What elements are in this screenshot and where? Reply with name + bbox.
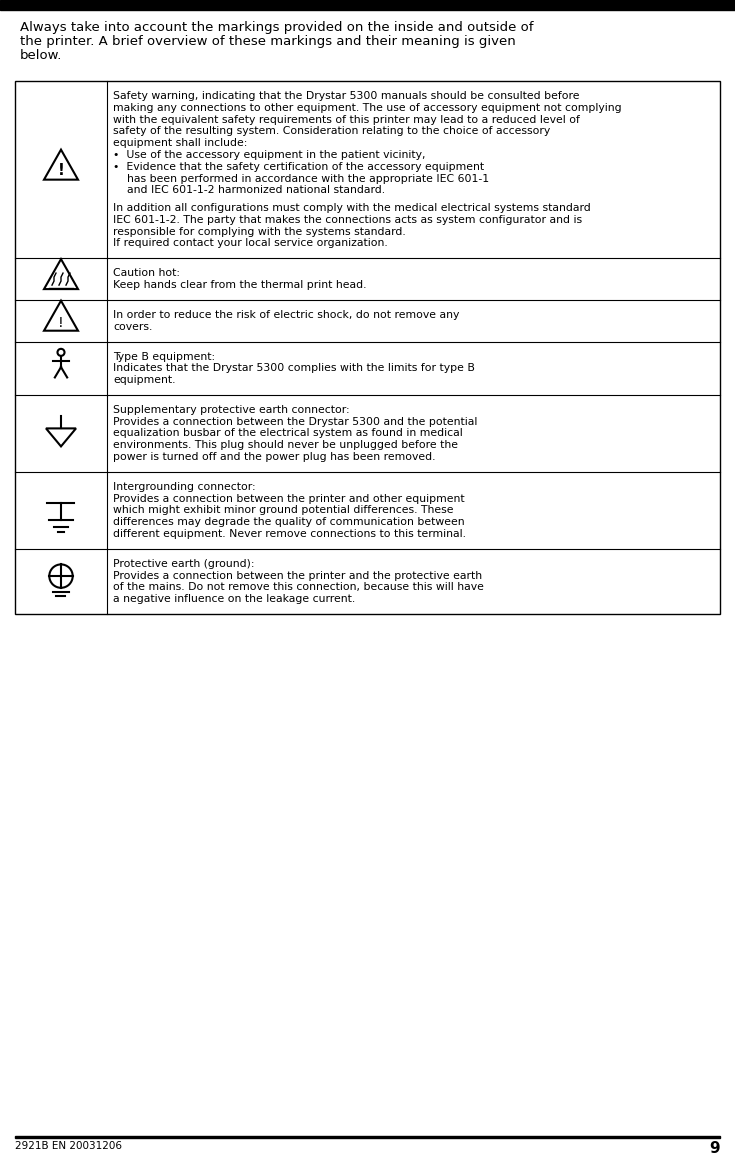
Text: •  Evidence that the safety certification of the accessory equipment: • Evidence that the safety certification… — [113, 161, 484, 172]
Text: which might exhibit minor ground potential differences. These: which might exhibit minor ground potenti… — [113, 505, 453, 516]
Text: below.: below. — [20, 49, 62, 62]
Text: differences may degrade the quality of communication between: differences may degrade the quality of c… — [113, 518, 465, 527]
Text: equipment.: equipment. — [113, 375, 176, 385]
Text: Indicates that the Drystar 5300 complies with the limits for type B: Indicates that the Drystar 5300 complies… — [113, 364, 475, 373]
Text: Type B equipment:: Type B equipment: — [113, 352, 215, 361]
Text: environments. This plug should never be unplugged before the: environments. This plug should never be … — [113, 441, 458, 450]
Text: the printer. A brief overview of these markings and their meaning is given: the printer. A brief overview of these m… — [20, 35, 516, 48]
Text: Provides a connection between the Drystar 5300 and the potential: Provides a connection between the Drysta… — [113, 416, 477, 427]
Text: In addition all configurations must comply with the medical electrical systems s: In addition all configurations must comp… — [113, 203, 591, 213]
Text: power is turned off and the power plug has been removed.: power is turned off and the power plug h… — [113, 452, 436, 462]
Text: IEC 601-1-2. The party that makes the connections acts as system configurator an: IEC 601-1-2. The party that makes the co… — [113, 215, 582, 224]
Text: and IEC 601-1-2 harmonized national standard.: and IEC 601-1-2 harmonized national stan… — [113, 186, 385, 195]
Bar — [15, 81, 720, 614]
Text: different equipment. Never remove connections to this terminal.: different equipment. Never remove connec… — [113, 530, 466, 539]
Text: of the mains. Do not remove this connection, because this will have: of the mains. Do not remove this connect… — [113, 582, 484, 593]
Text: Provides a connection between the printer and the protective earth: Provides a connection between the printe… — [113, 570, 482, 581]
Text: Protective earth (ground):: Protective earth (ground): — [113, 559, 254, 569]
Text: 9: 9 — [709, 1141, 720, 1156]
Text: Always take into account the markings provided on the inside and outside of: Always take into account the markings pr… — [20, 21, 534, 34]
Text: Caution hot:: Caution hot: — [113, 269, 180, 278]
Text: Intergrounding connector:: Intergrounding connector: — [113, 482, 256, 492]
Text: equalization busbar of the electrical system as found in medical: equalization busbar of the electrical sy… — [113, 429, 463, 438]
Text: responsible for complying with the systems standard.: responsible for complying with the syste… — [113, 227, 406, 236]
Text: with the equivalent safety requirements of this printer may lead to a reduced le: with the equivalent safety requirements … — [113, 115, 580, 125]
Text: 2921B EN 20031206: 2921B EN 20031206 — [15, 1141, 122, 1151]
Text: covers.: covers. — [113, 321, 152, 332]
Text: •  Use of the accessory equipment in the patient vicinity,: • Use of the accessory equipment in the … — [113, 150, 426, 160]
Text: a negative influence on the leakage current.: a negative influence on the leakage curr… — [113, 594, 355, 604]
Text: If required contact your local service organization.: If required contact your local service o… — [113, 238, 388, 249]
Bar — [15, 1136, 720, 1137]
Text: equipment shall include:: equipment shall include: — [113, 138, 248, 148]
Text: Supplementary protective earth connector:: Supplementary protective earth connector… — [113, 404, 350, 415]
Text: making any connections to other equipment. The use of accessory equipment not co: making any connections to other equipmen… — [113, 103, 622, 112]
Text: In order to reduce the risk of electric shock, do not remove any: In order to reduce the risk of electric … — [113, 310, 459, 320]
Text: Provides a connection between the printer and other equipment: Provides a connection between the printe… — [113, 493, 465, 504]
Text: !: ! — [57, 164, 65, 178]
Text: Safety warning, indicating that the Drystar 5300 manuals should be consulted bef: Safety warning, indicating that the Drys… — [113, 91, 579, 101]
Text: !: ! — [58, 316, 64, 330]
Text: Keep hands clear from the thermal print head.: Keep hands clear from the thermal print … — [113, 281, 367, 290]
Text: has been performed in accordance with the appropriate IEC 601-1: has been performed in accordance with th… — [113, 174, 489, 184]
Text: safety of the resulting system. Consideration relating to the choice of accessor: safety of the resulting system. Consider… — [113, 126, 551, 137]
Bar — [0, 0, 735, 11]
